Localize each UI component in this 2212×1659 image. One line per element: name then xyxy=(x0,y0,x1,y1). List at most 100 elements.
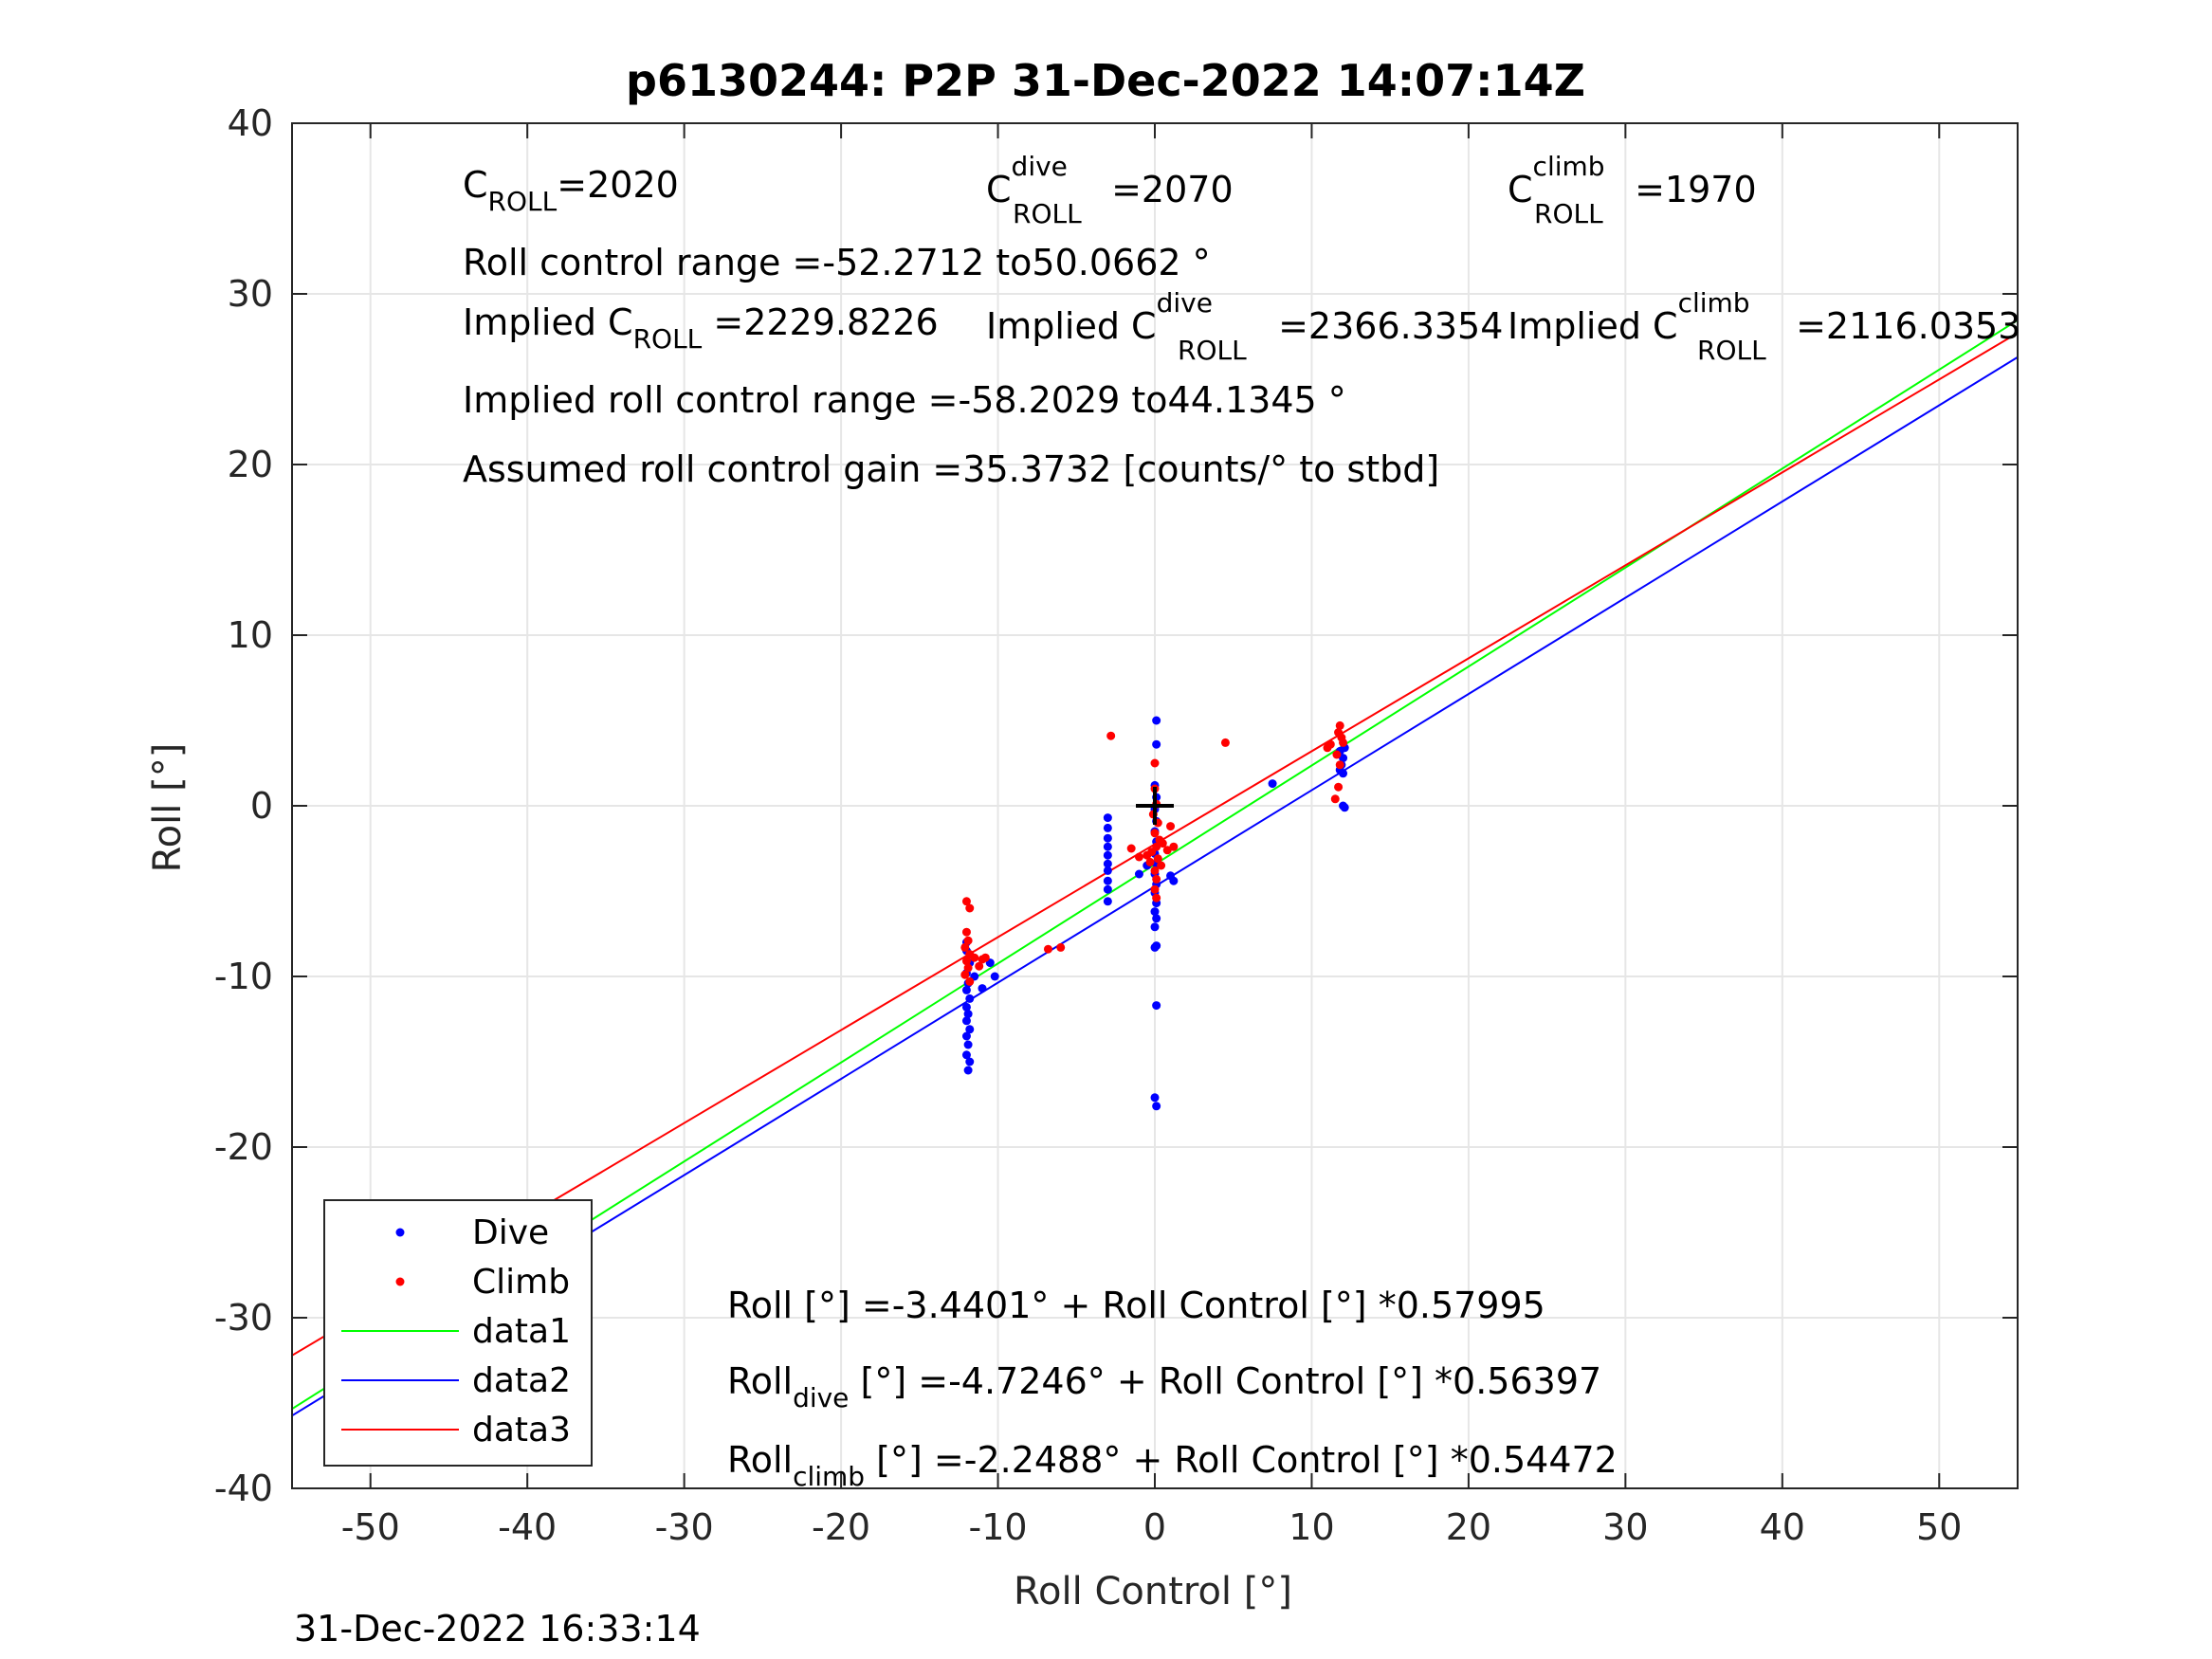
data-point xyxy=(1150,942,1160,952)
data-point xyxy=(970,953,979,962)
data-point xyxy=(1134,852,1143,862)
y-tick-label: -30 xyxy=(214,1297,273,1339)
implied-c-roll-dive-annotation: Implied Cdive ROLL =2366.3354 xyxy=(986,287,1503,366)
data-point xyxy=(1153,854,1162,864)
data-point xyxy=(1103,833,1112,843)
x-tick-label: -50 xyxy=(341,1506,400,1548)
data-point xyxy=(1150,922,1160,932)
x-tick-label: 0 xyxy=(1143,1506,1166,1548)
data-point xyxy=(963,936,973,945)
series-climb xyxy=(960,720,1348,986)
data-point xyxy=(963,1040,973,1049)
data-point xyxy=(1330,794,1340,804)
fit-all-annotation: Roll [°] =-3.4401° + Roll Control [°] *0… xyxy=(727,1285,1545,1326)
legend-label: Dive xyxy=(472,1213,549,1252)
data-point xyxy=(1152,1001,1161,1011)
data-point xyxy=(990,972,999,981)
data-point xyxy=(965,903,975,913)
legend-box xyxy=(323,1199,593,1467)
data-point xyxy=(978,984,987,994)
data-point xyxy=(1152,893,1161,902)
fit-dive-annotation: Rolldive [°] =-4.7246° + Roll Control [°… xyxy=(727,1360,1601,1413)
data-point xyxy=(1103,850,1112,860)
x-tick-label: -30 xyxy=(655,1506,714,1548)
data-point xyxy=(961,1016,971,1026)
data-point xyxy=(965,994,975,1003)
data-point xyxy=(1162,846,1172,855)
data-point xyxy=(1157,861,1166,870)
data-point xyxy=(1334,782,1344,792)
implied-c-roll-climb-annotation: Implied Cclimb ROLL =2116.0353 xyxy=(1508,287,2020,366)
data-point xyxy=(1152,1102,1161,1111)
data-point xyxy=(1152,739,1161,749)
data-point xyxy=(1126,844,1136,853)
data-point xyxy=(961,1002,971,1012)
data-point xyxy=(1145,857,1155,866)
data-point xyxy=(965,976,975,986)
x-tick-label: -10 xyxy=(969,1506,1028,1548)
y-tick-label: 0 xyxy=(250,785,273,827)
x-tick-label: -20 xyxy=(812,1506,870,1548)
y-tick-label: 20 xyxy=(228,444,273,485)
c-roll-dive-annotation: Cdive ROLL =2070 xyxy=(986,151,1234,229)
data-point xyxy=(980,953,990,962)
c-roll-climb-annotation: Cclimb ROLL =1970 xyxy=(1508,151,1757,229)
fit-climb-annotation: Rollclimb [°] =-2.2488° + Roll Control [… xyxy=(727,1439,1618,1492)
data-point xyxy=(1103,876,1112,885)
data-point xyxy=(1056,942,1066,952)
data-point xyxy=(1150,829,1160,838)
data-point xyxy=(1169,842,1179,851)
x-axis-label: Roll Control [°] xyxy=(1014,1570,1292,1613)
data-point xyxy=(960,970,970,979)
x-tick-label: -40 xyxy=(498,1506,557,1548)
data-point xyxy=(1332,750,1342,759)
y-tick-label: -10 xyxy=(214,956,273,997)
x-tick-label: 10 xyxy=(1289,1506,1334,1548)
data-point xyxy=(961,985,971,994)
data-point xyxy=(1150,866,1160,875)
legend-label: data3 xyxy=(472,1411,571,1449)
assumed-gain-annotation: Assumed roll control gain =35.3732 [coun… xyxy=(463,448,1439,490)
data-point xyxy=(963,1066,973,1075)
data-point xyxy=(1152,716,1161,725)
data-point xyxy=(1103,842,1112,851)
legend-label: data2 xyxy=(472,1361,571,1400)
data-point xyxy=(1220,738,1230,747)
y-tick-label: -20 xyxy=(214,1126,273,1168)
axis-ticks: -50 -40 -30 -20 -10 0 10 20 30 40 50 -40 -30 -20 -10 0 1… xyxy=(214,102,2018,1548)
y-tick-label: 30 xyxy=(228,273,273,315)
data-point xyxy=(1043,944,1052,954)
data-point xyxy=(1325,739,1335,749)
data-point xyxy=(1339,738,1348,747)
data-point xyxy=(1103,884,1112,894)
data-point xyxy=(965,1057,975,1066)
data-point xyxy=(1134,869,1143,879)
data-point xyxy=(1150,907,1160,917)
data-point xyxy=(963,1010,973,1019)
data-point xyxy=(961,927,971,937)
legend-label: Climb xyxy=(472,1263,570,1302)
c-roll-annotation: CROLL=2020 xyxy=(463,164,679,217)
y-tick-label: -40 xyxy=(214,1468,273,1509)
data-point xyxy=(961,897,971,906)
legend: Dive Climb data1 data2 data3 xyxy=(323,1199,593,1467)
data-point xyxy=(1150,758,1160,768)
data-point xyxy=(1152,874,1161,884)
data-point xyxy=(1103,813,1112,823)
data-point xyxy=(1152,914,1161,923)
roll-control-range-annotation: Roll control range =-52.2712 to50.0662 ° xyxy=(463,242,1211,283)
x-tick-label: 40 xyxy=(1760,1506,1805,1548)
data-point xyxy=(961,957,971,966)
y-axis-label: Roll [°] xyxy=(146,743,190,873)
data-point xyxy=(963,963,973,973)
legend-label: data1 xyxy=(472,1312,571,1351)
data-point xyxy=(1103,866,1112,875)
data-point xyxy=(1150,884,1160,894)
data-point xyxy=(1158,839,1167,848)
data-point xyxy=(1103,897,1112,906)
data-point xyxy=(965,1025,975,1034)
y-tick-label: 40 xyxy=(228,102,273,144)
data-point xyxy=(1103,859,1112,868)
x-tick-label: 30 xyxy=(1602,1506,1648,1548)
